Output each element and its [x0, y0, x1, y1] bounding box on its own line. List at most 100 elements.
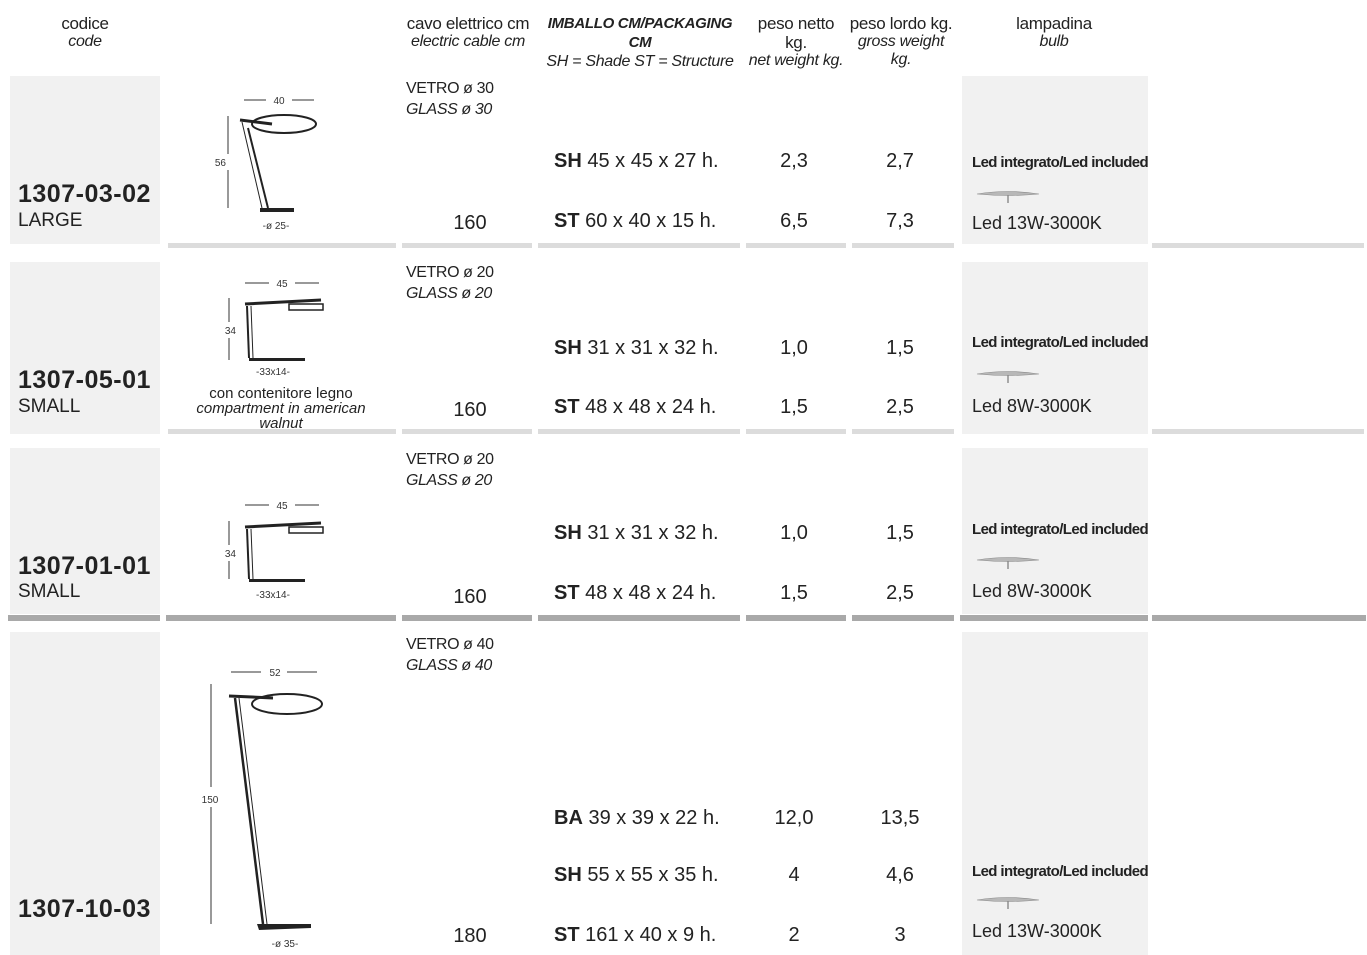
row3-glass-it: VETRO ø 20 [406, 451, 494, 468]
row1-lamp: Led 13W-3000K [972, 213, 1102, 233]
row2-pack-2: ST 48 x 48 x 24 h. [554, 396, 716, 419]
row1-pack-1: SH 45 x 45 x 27 h. [554, 150, 719, 173]
row4-lamp: Led 13W-3000K [972, 921, 1102, 941]
row3-lamp: Led 8W-3000K [972, 581, 1092, 601]
row1-net-1: 2,3 [780, 150, 808, 172]
header-gross-weight: peso lordo kg. gross weight kg. [848, 14, 954, 69]
row1-net-2: 6,5 [780, 210, 808, 232]
header-packaging-title: IMBALLO CM/PACKAGING CM [547, 15, 733, 51]
row3-bulb-icon [976, 557, 1040, 569]
row1-bulb-cell [962, 76, 1148, 244]
row2-net-1: 1,0 [780, 337, 808, 359]
header-gross-en: gross weight kg. [857, 33, 945, 68]
row4-pack-3: ST 161 x 40 x 9 h. [554, 924, 716, 947]
row2-note-line1: con contenitore legno [209, 385, 353, 402]
row2-note-line3: walnut [259, 415, 303, 432]
row3-pack-1-dims: 31 x 31 x 32 h. [581, 522, 719, 544]
row2-drawing-height: 34 [225, 326, 237, 337]
row3-code: 1307-01-01 [18, 552, 151, 580]
row2-gross-1: 1,5 [886, 337, 914, 359]
header-code-en: code [68, 33, 102, 50]
row4-pack-3-prefix: ST [554, 924, 580, 946]
header-net-en: net weight kg. [748, 52, 844, 69]
row2-bulb-cell [962, 262, 1148, 434]
row4-gross-2: 4,6 [886, 864, 914, 886]
row4-drawing-base: -ø 35- [272, 939, 299, 950]
row2-gross-2: 2,5 [886, 396, 914, 418]
row3-pack-2: ST 48 x 48 x 24 h. [554, 582, 716, 605]
row3-lamp-drawing: 45 34 -33x14- [225, 501, 324, 601]
row3-pack-1-prefix: SH [554, 522, 582, 544]
row1-led-included: Led integrato/Led included [972, 154, 1149, 171]
row2-lamp-drawing: 45 34 -33x14- [225, 279, 324, 378]
row3-pack-2-prefix: ST [554, 582, 580, 604]
row2-glass-en: GLASS ø 20 [406, 285, 492, 302]
row4-net-1: 12,0 [774, 807, 814, 829]
row4-net-2: 4 [788, 864, 800, 886]
row4-pack-3-dims: 161 x 40 x 9 h. [579, 924, 717, 946]
row4-gross-3: 3 [894, 924, 906, 946]
row4-pack-2-prefix: SH [554, 864, 582, 886]
header-packaging: IMBALLO CM/PACKAGING CM SH = Shade ST = … [540, 14, 740, 71]
row3-cable: 160 [453, 586, 487, 608]
row2-size: SMALL [18, 396, 81, 417]
row2-pack-1: SH 31 x 31 x 32 h. [554, 337, 719, 360]
row2-pack-2-dims: 48 x 48 x 24 h. [579, 396, 717, 418]
row2-cable: 160 [453, 399, 487, 421]
row1-drawing-base: -ø 25- [263, 221, 290, 232]
row4-bulb-icon [976, 897, 1040, 909]
header-gross-it: peso lordo kg. [849, 14, 953, 33]
row1-glass: VETRO ø 30 GLASS ø 30 [406, 78, 494, 120]
row2-note-line2: compartment in american [196, 400, 366, 417]
row2-net-2: 1,5 [780, 396, 808, 418]
header-code-it: codice [61, 14, 109, 33]
row3-led-included: Led integrato/Led included [972, 521, 1149, 538]
row2-bulb-icon [976, 371, 1040, 383]
row4-code: 1307-10-03 [18, 895, 151, 923]
header-packaging-legend: SH = Shade ST = Structure [546, 53, 734, 70]
row4-pack-1-dims: 39 x 39 x 22 h. [582, 807, 720, 829]
row4-lamp-drawing: 52 150 -ø 35- [202, 668, 323, 950]
header-bulb: lampadina bulb [990, 14, 1118, 51]
row2-drawing-base: -33x14- [256, 367, 290, 378]
row1-lamp-drawing: 40 56 -ø 25- [215, 96, 317, 232]
row4-glass-it: VETRO ø 40 [406, 636, 494, 653]
row1-size: LARGE [18, 210, 83, 231]
row1-pack-2: ST 60 x 40 x 15 h. [554, 210, 716, 233]
row1-drawing-width: 40 [273, 96, 285, 107]
row3-gross-2: 2,5 [886, 582, 914, 604]
row3-glass-en: GLASS ø 20 [406, 472, 492, 489]
row4-drawing-height: 150 [202, 795, 219, 806]
row4-led-included: Led integrato/Led included [972, 863, 1149, 880]
row4-glass: VETRO ø 40 GLASS ø 40 [406, 634, 494, 676]
row2-pack-1-dims: 31 x 31 x 32 h. [581, 337, 719, 359]
header-code: codice code [30, 14, 140, 51]
row4-code-cell [10, 632, 160, 955]
row2-pack-2-prefix: ST [554, 396, 580, 418]
row4-net-3: 2 [788, 924, 800, 946]
row1-pack-1-dims: 45 x 45 x 27 h. [581, 150, 719, 172]
row1-glass-it: VETRO ø 30 [406, 80, 494, 97]
row1-drawing-height: 56 [215, 158, 227, 169]
header-cable-it: cavo elettrico cm [406, 14, 530, 33]
row1-pack-1-prefix: SH [554, 150, 582, 172]
row3-glass: VETRO ø 20 GLASS ø 20 [406, 449, 494, 491]
row4-pack-1: BA 39 x 39 x 22 h. [554, 807, 720, 830]
row2-note: con contenitore legno compartment in ame… [180, 386, 382, 431]
row1-cable: 160 [453, 212, 487, 234]
row3-net-2: 1,5 [780, 582, 808, 604]
row2-lamp: Led 8W-3000K [972, 396, 1092, 416]
row4-drawing-width: 52 [269, 668, 281, 679]
row4-pack-1-prefix: BA [554, 807, 583, 829]
row1-bulb-icon [976, 191, 1040, 203]
row3-drawing-base: -33x14- [256, 590, 290, 601]
row4-gross-1: 13,5 [880, 807, 920, 829]
row2-drawing-width: 45 [276, 279, 288, 290]
header-bulb-en: bulb [1039, 33, 1069, 50]
row3-size: SMALL [18, 581, 81, 602]
row2-glass: VETRO ø 20 GLASS ø 20 [406, 262, 494, 304]
header-cable: cavo elettrico cm electric cable cm [398, 14, 538, 51]
row3-drawing-height: 34 [225, 549, 237, 560]
row3-gross-1: 1,5 [886, 522, 914, 544]
row1-code-cell [10, 76, 160, 244]
